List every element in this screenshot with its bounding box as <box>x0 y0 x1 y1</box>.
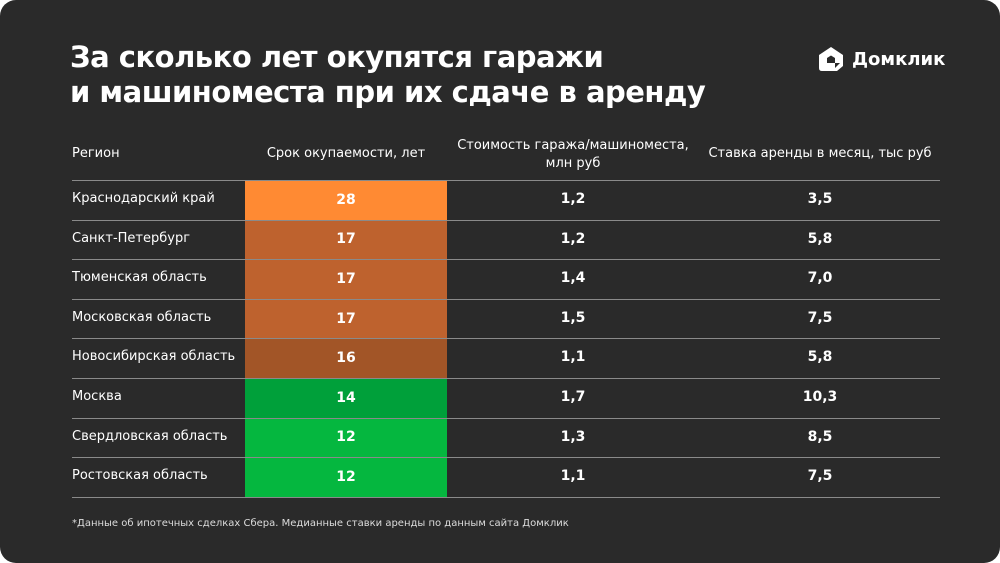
rent-cell: 5,8 <box>807 349 833 366</box>
payback-cell: 28 <box>245 180 447 220</box>
cost-cell: 1,5 <box>560 309 586 326</box>
payback-value: 14 <box>336 389 356 406</box>
row-divider <box>72 259 940 261</box>
header-payback: Срок окупаемости, лет <box>266 146 426 161</box>
row-divider <box>72 496 940 498</box>
region-cell: Краснодарский край <box>72 191 215 206</box>
payback-cell: 14 <box>245 378 447 418</box>
rent-cell: 3,5 <box>807 191 833 207</box>
payback-value: 17 <box>336 310 356 327</box>
payback-value: 12 <box>336 429 356 446</box>
cost-cell: 1,3 <box>560 428 586 445</box>
region-cell: Санкт-Петербург <box>72 230 191 246</box>
rent-cell: 7,0 <box>807 270 833 287</box>
rent-cell: 5,8 <box>807 230 833 247</box>
row-divider <box>72 338 940 340</box>
domclick-house-icon <box>819 47 843 71</box>
footnote: *Данные об ипотечных сделках Сбера. Меди… <box>72 518 569 529</box>
row-divider <box>72 219 940 221</box>
rent-cell: 8,5 <box>807 428 833 445</box>
title-line-1: За сколько лет окупятся гаражи <box>70 40 604 74</box>
payback-cell: 12 <box>245 457 447 497</box>
logo-text: Домклик <box>852 48 946 70</box>
domclick-logo: Домклик <box>818 46 945 72</box>
region-cell: Московская область <box>72 309 212 325</box>
region-cell: Тюменская область <box>72 270 207 286</box>
payback-value: 17 <box>336 231 356 248</box>
header-region: Регион <box>72 146 120 161</box>
payback-cell: 12 <box>245 417 447 458</box>
cost-cell: 1,1 <box>560 349 586 366</box>
cost-cell: 1,2 <box>560 191 586 207</box>
payback-cell: 16 <box>245 338 447 378</box>
row-divider <box>72 417 940 419</box>
payback-value: 12 <box>336 468 356 485</box>
cost-cell: 1,7 <box>560 389 586 405</box>
cost-cell: 1,4 <box>560 270 586 287</box>
title-line-2: и машиноместа при их сдаче в аренду <box>70 75 706 109</box>
header-rent: Ставка аренды в месяц, тыс руб <box>708 146 932 161</box>
rent-cell: 10,3 <box>802 389 838 405</box>
row-divider <box>72 457 940 459</box>
header-cost: Стоимость гаража/машиноместа, млн руб <box>457 138 689 171</box>
cost-cell: 1,2 <box>560 230 586 247</box>
payback-value: 16 <box>336 350 356 367</box>
payback-cell: 17 <box>245 259 447 299</box>
region-cell: Москва <box>72 389 122 404</box>
payback-value: 28 <box>336 191 356 208</box>
rent-cell: 7,5 <box>807 309 833 326</box>
region-cell: Новосибирская область <box>72 349 236 365</box>
payback-cell: 17 <box>245 298 447 339</box>
region-cell: Ростовская область <box>72 468 208 484</box>
rent-cell: 7,5 <box>807 468 833 485</box>
payback-cell: 17 <box>245 219 447 260</box>
row-divider <box>72 378 940 379</box>
page-title: За сколько лет окупятся гаражи и машином… <box>70 40 706 110</box>
row-divider <box>72 180 940 181</box>
cost-cell: 1,1 <box>560 468 586 485</box>
row-divider <box>72 298 940 300</box>
region-cell: Свердловская область <box>72 428 228 444</box>
payback-value: 17 <box>336 270 356 287</box>
